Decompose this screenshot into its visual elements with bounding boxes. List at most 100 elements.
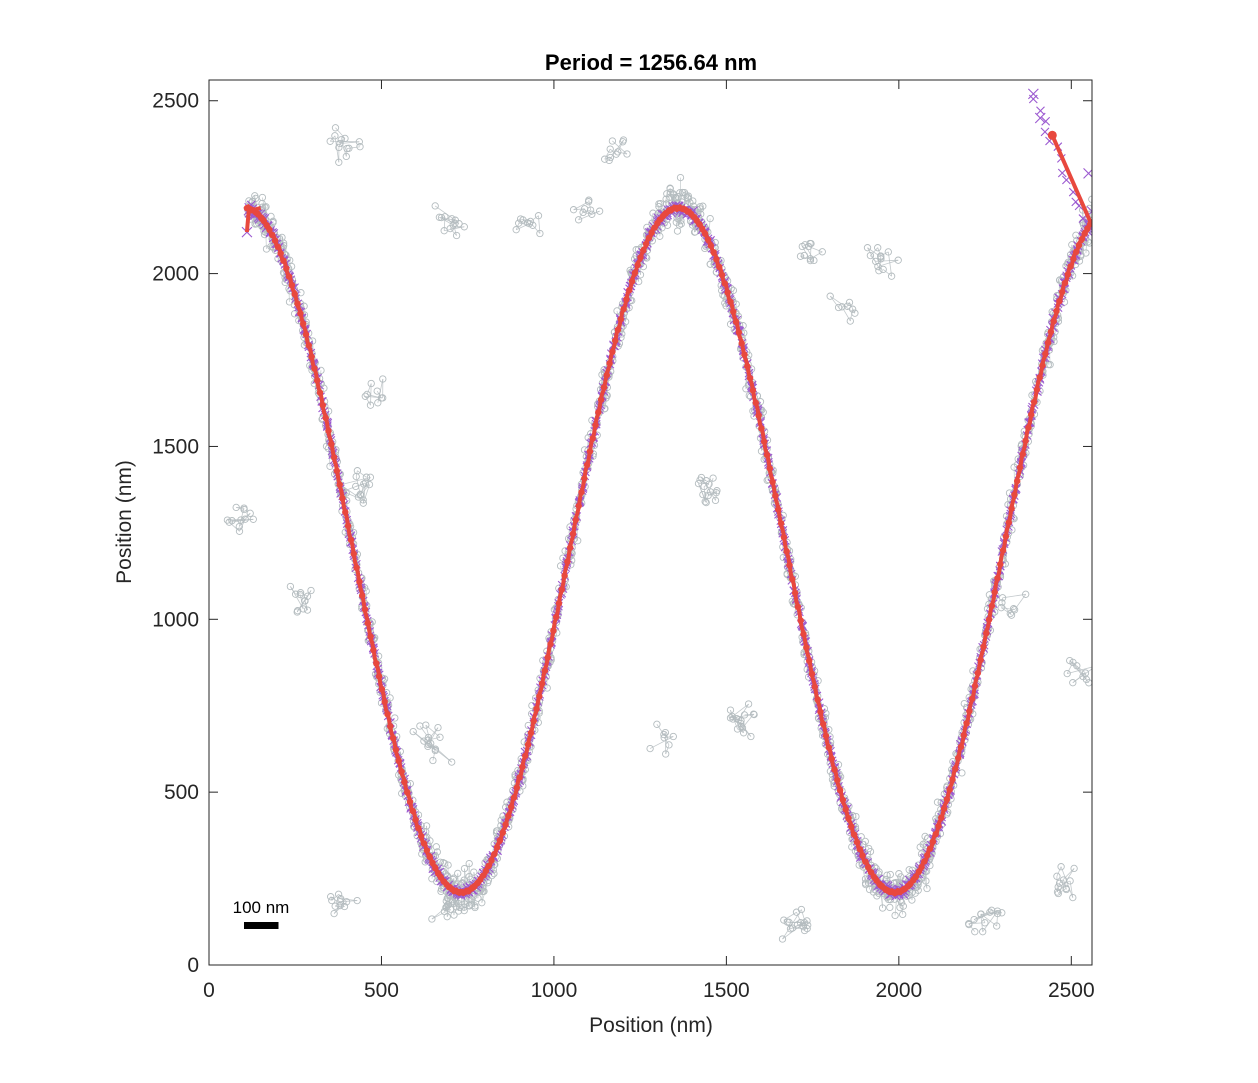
outlier-link — [1076, 665, 1087, 680]
raw-point — [1072, 231, 1080, 239]
outlier-link — [973, 910, 998, 920]
outlier-link — [451, 218, 460, 225]
outlier-point — [696, 476, 704, 484]
outlier-point — [818, 248, 826, 256]
raw-point — [478, 899, 486, 907]
outlier-point — [623, 150, 631, 158]
outlier-point — [747, 732, 755, 741]
outlier-link — [1002, 593, 1026, 599]
outlier-link — [1063, 879, 1067, 889]
outlier-link — [518, 222, 533, 226]
outlier-link — [800, 922, 804, 927]
outlier-point — [584, 198, 593, 206]
raw-point — [262, 245, 271, 253]
outlier-link — [434, 205, 456, 221]
outlier-point — [359, 499, 367, 507]
raw-link — [1065, 250, 1074, 267]
outlier-point — [335, 158, 343, 166]
outlier-link — [357, 470, 367, 478]
outlier-point — [977, 910, 985, 918]
outlier-link — [649, 736, 674, 749]
outlier-link — [376, 390, 382, 399]
outlier-point — [834, 303, 843, 312]
outlier-link — [880, 251, 889, 257]
outlier-link — [449, 228, 457, 236]
outlier-point — [851, 309, 859, 317]
outlier-link — [366, 383, 372, 395]
raw-point — [613, 307, 621, 315]
outlier-point — [328, 896, 336, 905]
outlier-point — [367, 379, 375, 388]
outlier-point — [733, 725, 742, 733]
outlier-point — [569, 206, 578, 214]
outlier-point — [709, 474, 717, 482]
outlier-link — [240, 512, 251, 521]
outlier-point — [361, 392, 369, 400]
outlier-point — [1093, 663, 1099, 669]
outlier-point — [1009, 605, 1018, 613]
raw-point — [899, 910, 907, 919]
outlier-point — [291, 590, 300, 598]
outlier-link — [841, 306, 851, 322]
outlier-link — [367, 394, 382, 399]
outlier-link — [330, 896, 345, 907]
raw-point — [689, 197, 697, 205]
outlier-point — [286, 582, 295, 591]
outlier-point — [363, 390, 371, 399]
outlier-point — [366, 473, 375, 481]
outlier-point — [970, 915, 978, 924]
outlier-link — [443, 216, 446, 231]
outlier-link — [665, 744, 670, 755]
raw-point — [699, 202, 707, 210]
raw-point — [441, 859, 449, 868]
raw-point — [436, 858, 444, 866]
outlier-point — [336, 139, 344, 148]
outlier-point — [536, 229, 544, 238]
outlier-link — [1056, 866, 1062, 877]
outlier-link — [730, 714, 755, 719]
outlier-point — [701, 498, 709, 506]
outlier-link — [342, 482, 366, 492]
outlier-point — [595, 207, 604, 215]
outlier-point — [331, 132, 339, 140]
outlier-point — [452, 231, 461, 240]
outlier-point — [448, 758, 456, 766]
outlier-link — [439, 216, 454, 226]
outlier-link — [705, 477, 714, 503]
raw-point — [432, 843, 440, 851]
outlier-point — [998, 909, 1006, 917]
outlier-link — [617, 151, 628, 155]
outlier-link — [617, 141, 624, 153]
outlier-link — [358, 484, 370, 498]
outlier-link — [345, 148, 348, 157]
outlier-point — [726, 706, 735, 714]
outlier-point — [240, 504, 248, 512]
raw-point — [639, 262, 648, 271]
outlier-point — [702, 498, 710, 507]
raw-link — [700, 206, 704, 215]
outlier-link — [882, 269, 892, 277]
outlier-point — [843, 302, 852, 310]
raw-link — [724, 302, 727, 307]
raw-point — [739, 322, 747, 330]
outlier-link — [801, 246, 811, 261]
raw-point — [433, 848, 441, 856]
outlier-point — [296, 589, 305, 597]
raw-point — [426, 837, 434, 845]
outlier-link — [432, 749, 436, 761]
outlier-point — [694, 479, 703, 488]
raw-point — [449, 875, 457, 884]
outlier-point — [336, 901, 344, 910]
outlier-point — [806, 255, 815, 263]
outlier-point — [374, 399, 382, 407]
outlier-link — [295, 592, 301, 595]
raw-point — [899, 902, 907, 910]
raw-point — [267, 212, 275, 221]
outlier-link — [810, 251, 823, 260]
outlier-point — [619, 138, 627, 146]
outlier-point — [431, 202, 439, 210]
outlier-point — [997, 604, 1005, 612]
raw-point — [258, 193, 267, 202]
outlier-point — [669, 732, 677, 741]
outlier-link — [968, 923, 976, 932]
